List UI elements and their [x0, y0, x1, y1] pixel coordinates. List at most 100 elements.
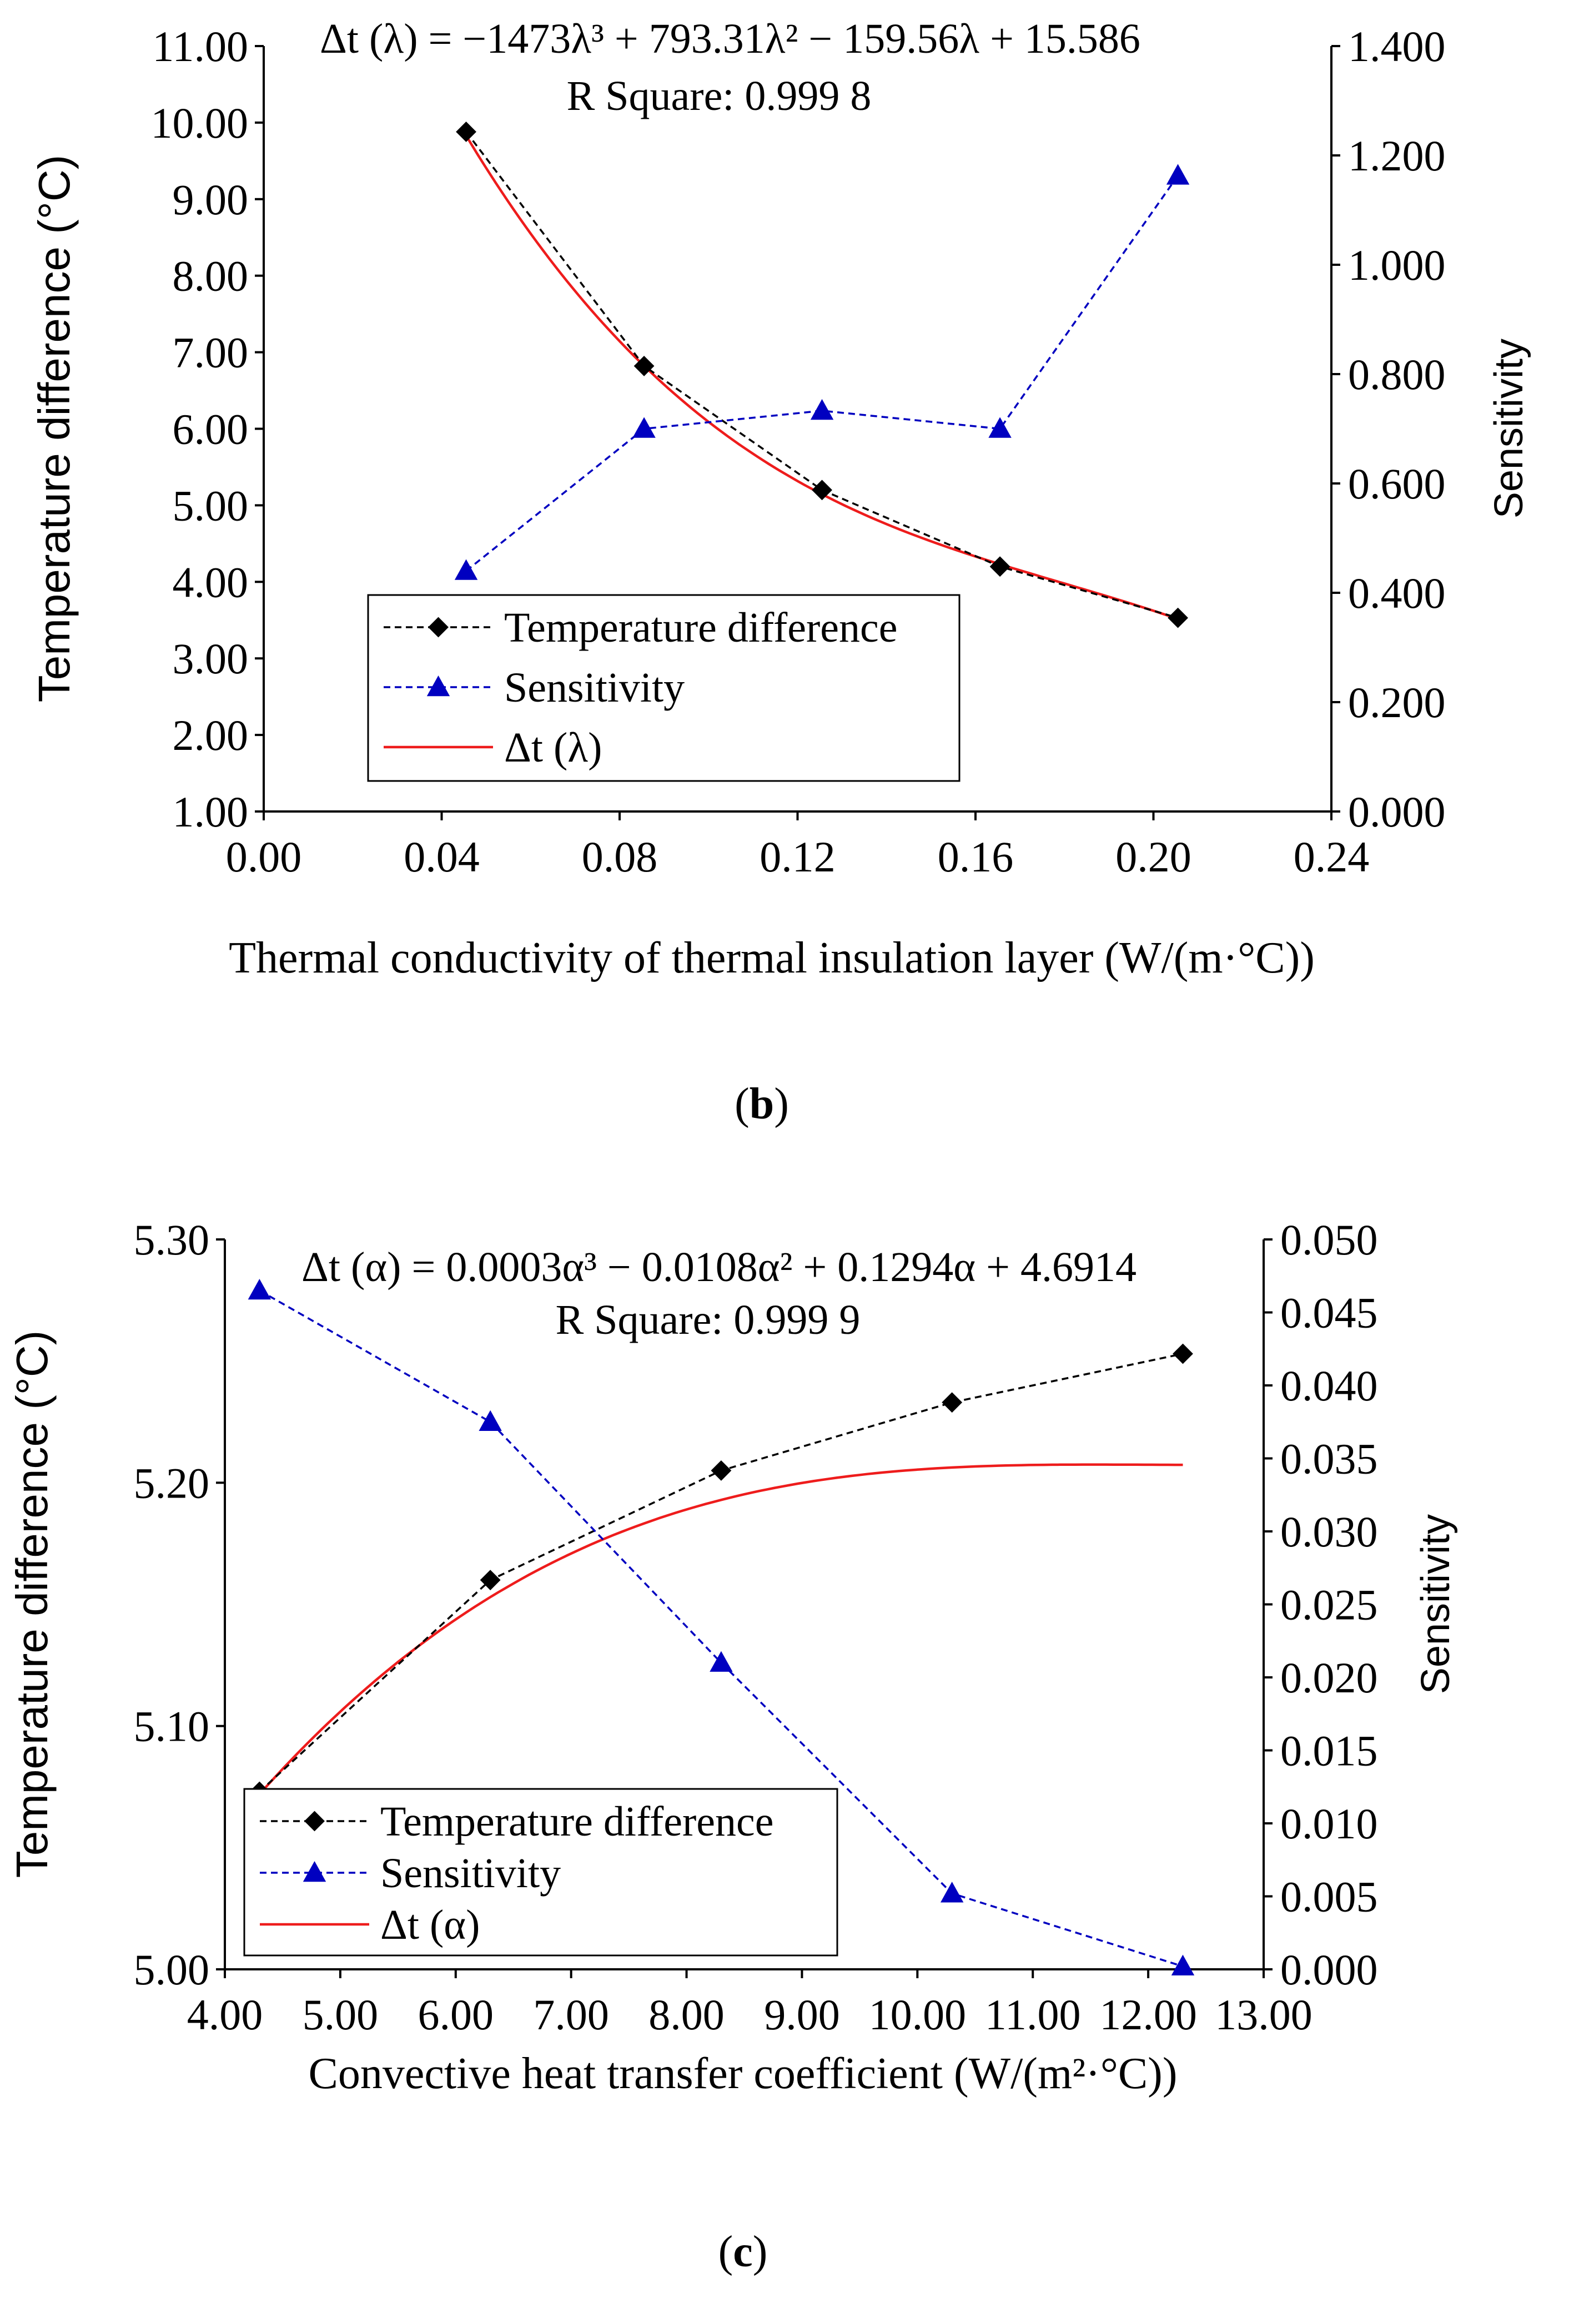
y-left-axis-label: Temperature difference (°C): [7, 1330, 57, 1878]
x-tick-label: 9.00: [764, 1990, 840, 2039]
y-right-axis-label: Sensitivity: [1414, 1514, 1458, 1694]
y-left-tick-label: 7.00: [173, 329, 249, 377]
y-left-tick-label: 11.00: [152, 22, 248, 70]
x-tick-label: 0.16: [938, 833, 1014, 881]
x-axis-label: Thermal conductivity of thermal insulati…: [229, 934, 1315, 982]
y-right-tick-label: 0.015: [1280, 1727, 1378, 1775]
x-tick-label: 0.04: [404, 833, 480, 881]
x-tick-label: 0.12: [760, 833, 836, 881]
legend-temperature-difference: Temperature difference: [504, 604, 898, 651]
sensitivity-point: [810, 399, 834, 420]
y-right-tick-label: 1.200: [1348, 132, 1446, 180]
y-left-tick-label: 3.00: [173, 634, 249, 683]
y-right-tick-label: 1.400: [1348, 22, 1446, 70]
sensitivity-point: [454, 559, 478, 580]
temperature-difference-point: [480, 1570, 501, 1591]
y-left-tick-label: 1.00: [173, 788, 249, 836]
fit-curve: [465, 135, 1179, 621]
temperature-difference-point: [942, 1392, 963, 1413]
temperature-difference-point: [1173, 1343, 1193, 1364]
y-right-tick-label: 0.030: [1280, 1508, 1378, 1556]
panel-label: (b): [735, 1080, 789, 1128]
temperature-difference-point: [456, 122, 476, 142]
sensitivity-point: [632, 417, 656, 438]
x-tick-label: 5.00: [303, 1990, 379, 2039]
x-axis-label: Convective heat transfer coefficient (W/…: [309, 2049, 1178, 2098]
y-left-tick-label: 10.00: [151, 99, 249, 147]
y-right-tick-label: 0.050: [1280, 1216, 1378, 1264]
temperature-difference-point: [1168, 607, 1188, 628]
fit-equation: Δt (α) = 0.0003α³ − 0.0108α² + 0.1294α +…: [301, 1244, 1137, 1290]
legend-swatch-marker: [303, 1861, 326, 1882]
chart-c: 5.00 5.10 5.20 5.30 0.000 0.005 0.010 0.015 0.02…: [7, 1216, 1458, 2276]
legend-fit: Δt (α): [380, 1902, 480, 1948]
x-tick-label: 12.00: [1099, 1990, 1197, 2039]
temperature-difference-line: [259, 1353, 1183, 1793]
fit-equation: Δt (λ) = −1473λ³ + 793.31λ² − 159.56λ + …: [320, 16, 1140, 62]
y-right-tick-label: 0.045: [1280, 1289, 1378, 1337]
legend-temperature-difference: Temperature difference: [380, 1798, 774, 1845]
y-left-tick-label: 5.00: [173, 481, 249, 530]
y-left-tick-label: 8.00: [173, 252, 249, 300]
temperature-difference-point: [989, 556, 1010, 577]
y-right-axis-label: Sensitivity: [1487, 339, 1531, 518]
legend-swatch-marker: [426, 675, 450, 697]
x-tick-label: 0.00: [226, 833, 302, 881]
temperature-difference-line: [465, 131, 1179, 619]
legend-swatch-marker: [428, 617, 449, 638]
y-left-tick-label: 5.30: [134, 1216, 210, 1264]
sensitivity-point: [1166, 164, 1190, 185]
x-tick-label: 0.20: [1115, 833, 1191, 881]
sensitivity-point: [479, 1410, 502, 1431]
y-right-tick-label: 0.025: [1280, 1581, 1378, 1629]
fit-curve: [258, 1463, 1183, 1796]
temperature-difference-point: [812, 480, 832, 501]
r-square-label: R Square: 0.999 9: [556, 1297, 861, 1343]
y-left-tick-label: 6.00: [173, 405, 249, 453]
sensitivity-line: [465, 175, 1179, 572]
y-right-tick-label: 0.010: [1280, 1799, 1378, 1848]
y-left-tick-label: 4.00: [173, 558, 249, 606]
y-right-tick-label: 0.800: [1348, 350, 1446, 399]
y-right-tick-label: 1.000: [1348, 241, 1446, 289]
y-right-tick-label: 0.000: [1280, 1945, 1378, 1994]
y-right-tick-label: 0.020: [1280, 1653, 1378, 1702]
sensitivity-point: [248, 1278, 271, 1300]
temperature-difference-point: [711, 1460, 732, 1481]
x-tick-label: 13.00: [1215, 1990, 1313, 2039]
x-tick-label: 10.00: [869, 1990, 967, 2039]
legend-sensitivity: Sensitivity: [380, 1850, 561, 1897]
y-right-tick-label: 0.035: [1280, 1435, 1378, 1483]
y-right-tick-label: 0.400: [1348, 569, 1446, 617]
y-left-tick-label: 9.00: [173, 175, 249, 224]
sensitivity-point: [941, 1882, 964, 1903]
x-tick-label: 6.00: [418, 1990, 494, 2039]
y-right-tick-label: 0.600: [1348, 460, 1446, 508]
y-right-tick-label: 0.040: [1280, 1362, 1378, 1410]
y-left-axis-label: Temperature difference (°C): [29, 155, 79, 702]
y-left-tick-label: 5.10: [134, 1702, 210, 1751]
sensitivity-point: [1171, 1954, 1195, 1975]
sensitivity-point: [710, 1651, 733, 1672]
x-tick-label: 7.00: [533, 1990, 609, 2039]
x-tick-label: 0.08: [582, 833, 658, 881]
y-left-tick-label: 5.20: [134, 1459, 210, 1507]
y-left-tick-label: 5.00: [134, 1945, 210, 1994]
x-tick-label: 8.00: [648, 1990, 725, 2039]
x-tick-label: 11.00: [985, 1990, 1081, 2039]
panel-label: (c): [718, 2227, 768, 2276]
legend-sensitivity: Sensitivity: [504, 664, 685, 711]
y-left-tick-label: 2.00: [173, 711, 249, 759]
r-square-label: R Square: 0.999 8: [567, 73, 872, 119]
temperature-difference-point: [633, 356, 655, 376]
sensitivity-point: [988, 417, 1012, 438]
y-right-tick-label: 0.005: [1280, 1873, 1378, 1921]
y-right-tick-label: 0.200: [1348, 678, 1446, 727]
legend-fit: Δt (λ): [504, 724, 602, 771]
x-tick-label: 4.00: [187, 1990, 263, 2039]
y-right-tick-label: 0.000: [1348, 788, 1446, 836]
chart-b: 1.00 2.00 3.00 4.00 5.00 6.00 7.00 8.00 9.00 10.0…: [29, 16, 1531, 1128]
legend-swatch-marker: [304, 1811, 325, 1832]
x-tick-label: 0.24: [1294, 833, 1370, 881]
